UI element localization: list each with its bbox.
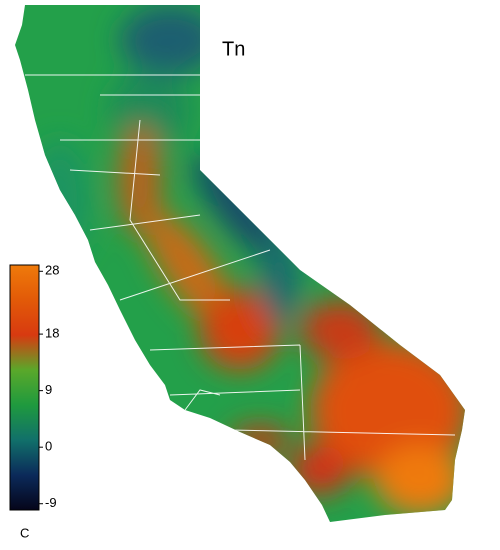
colorbar-tick-label: -9 xyxy=(45,495,57,510)
colorbar xyxy=(9,264,40,511)
colorbar-tick-label: 0 xyxy=(45,439,52,454)
map-title: Tn xyxy=(222,38,245,60)
colorbar-unit: C xyxy=(20,525,29,540)
colorbar-tick-label: 18 xyxy=(45,326,59,341)
colorbar-tick-label: 28 xyxy=(45,263,59,278)
colorbar-tick-label: 9 xyxy=(45,382,52,397)
